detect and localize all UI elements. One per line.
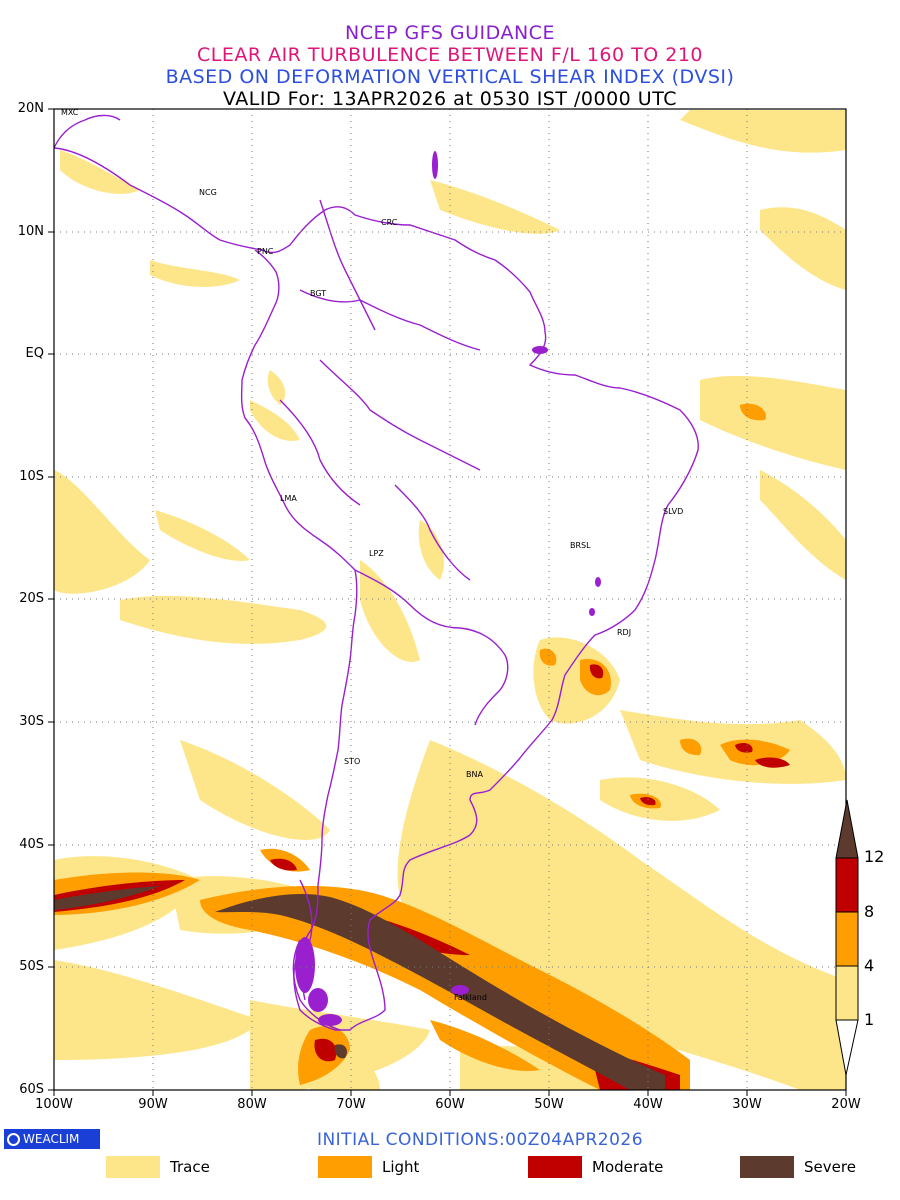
logo-text: WEACLIM (23, 1132, 80, 1146)
city-label: STO (344, 757, 361, 766)
city-label: PNC (257, 247, 274, 256)
colorbar (835, 799, 859, 1076)
lon-label: 70W (336, 1097, 366, 1112)
lat-label: 20S (19, 591, 44, 606)
legend-label: Moderate (592, 1158, 664, 1176)
lat-label: 10N (17, 224, 44, 239)
lat-label: 20N (17, 101, 44, 116)
legend-label: Light (382, 1158, 420, 1176)
colorbar-light (835, 911, 859, 967)
lat-label: 10S (19, 469, 44, 484)
city-label: NCG (199, 188, 217, 197)
title-line-4: VALID For: 13APR2026 at 0530 IST /0000 U… (223, 88, 677, 110)
lat-label: EQ (25, 346, 44, 361)
lat-label: 50S (19, 959, 44, 974)
initial-conditions: INITIAL CONDITIONS:00Z04APR2026 (316, 1130, 644, 1150)
lon-label: 80W (237, 1097, 267, 1112)
lon-label: 30W (732, 1097, 762, 1112)
title-line-1: NCEP GFS GUIDANCE (345, 22, 555, 44)
colorbar-level-label: 12 (864, 847, 885, 866)
city-label: CRC (381, 218, 398, 227)
colorbar-max-triangle (835, 799, 859, 859)
legend-swatch-trace (106, 1156, 160, 1178)
legend-label: Trace (170, 1158, 210, 1176)
lat-label: 60S (19, 1082, 44, 1097)
legend-label: Severe (804, 1158, 856, 1176)
title-line-3: BASED ON DEFORMATION VERTICAL SHEAR INDE… (165, 66, 735, 88)
country-borders (54, 114, 699, 1031)
grid (54, 109, 846, 1090)
weaclim-logo: WEACLIM (4, 1129, 100, 1149)
legend-swatch-moderate (528, 1156, 582, 1178)
city-label: SLVD (663, 507, 684, 516)
colorbar-level-label: 4 (864, 956, 875, 975)
lon-label: 100W (35, 1097, 73, 1112)
city-label: RDJ (617, 628, 632, 637)
colorbar-level-label: 1 (864, 1010, 875, 1029)
logo-circle-icon (7, 1132, 20, 1146)
city-label: MXC (61, 108, 79, 117)
colorbar-moderate (835, 857, 859, 913)
lat-label: 40S (19, 837, 44, 852)
city-label: BGT (310, 289, 327, 298)
lon-label: 60W (435, 1097, 465, 1112)
city-label: LPZ (369, 549, 384, 558)
colorbar-level-label: 8 (864, 902, 875, 921)
colorbar-trace (835, 965, 859, 1021)
city-label: BRSL (570, 541, 591, 550)
city-label: BNA (466, 770, 483, 779)
lon-label: 50W (534, 1097, 564, 1112)
city-label: Falkland (454, 993, 487, 1002)
lon-label: 20W (831, 1097, 861, 1112)
legend-swatch-light (318, 1156, 372, 1178)
lon-label: 90W (138, 1097, 168, 1112)
lon-label: 40W (633, 1097, 663, 1112)
severe-areas (54, 886, 665, 1090)
islands (295, 151, 601, 1026)
lat-label: 30S (19, 714, 44, 729)
title-line-2: CLEAR AIR TURBULENCE BETWEEN F/L 160 TO … (196, 44, 704, 66)
city-label: LMA (280, 494, 297, 503)
axis-ticks (48, 108, 847, 1096)
legend-swatch-severe (740, 1156, 794, 1178)
